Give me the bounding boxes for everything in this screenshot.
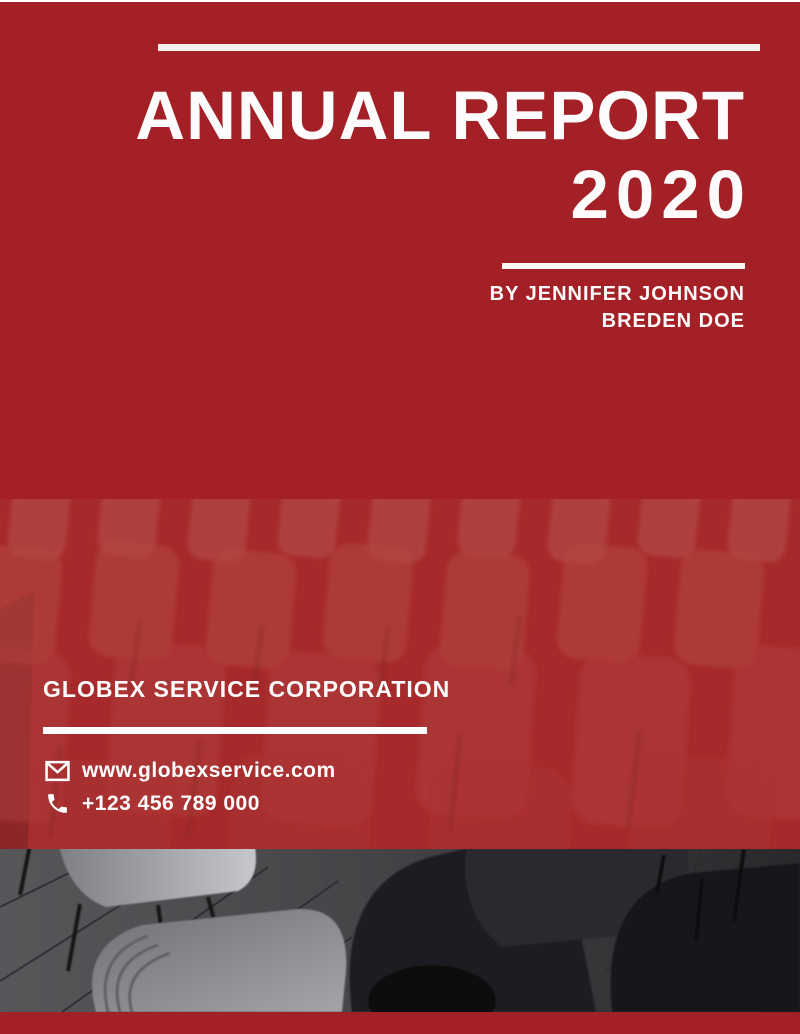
report-title-line1: ANNUAL REPORT (135, 77, 745, 154)
byline-line2: BREDEN DOE (601, 310, 745, 332)
byline-line1: BY JENNIFER JOHNSON (489, 283, 745, 305)
dark-chairs-graphic (0, 849, 800, 1012)
phone-text: +123 456 789 000 (82, 791, 260, 815)
website-text: www.globexservice.com (82, 758, 336, 782)
byline-rule (502, 263, 745, 269)
red-tinted-chairs-graphic (0, 499, 800, 849)
website-row: www.globexservice.com (44, 756, 336, 785)
cover-photo-chairs (0, 849, 800, 1012)
phone-row: +123 456 789 000 (44, 789, 336, 818)
bottom-red-bar (0, 1012, 800, 1034)
envelope-icon (44, 758, 70, 784)
byline: BY JENNIFER JOHNSON BREDEN DOE (300, 281, 745, 335)
top-red-block (0, 2, 800, 499)
report-title-line2: 2020 (570, 156, 752, 233)
phone-icon (44, 791, 70, 817)
company-name: GLOBEX SERVICE CORPORATION (43, 676, 451, 702)
company-rule (43, 727, 427, 734)
contact-block: www.globexservice.com +123 456 789 000 (44, 756, 336, 822)
cover-photo-red-overlay-band (0, 499, 800, 849)
report-title: ANNUAL REPORT 2020 (0, 76, 745, 234)
top-rule (158, 44, 760, 51)
